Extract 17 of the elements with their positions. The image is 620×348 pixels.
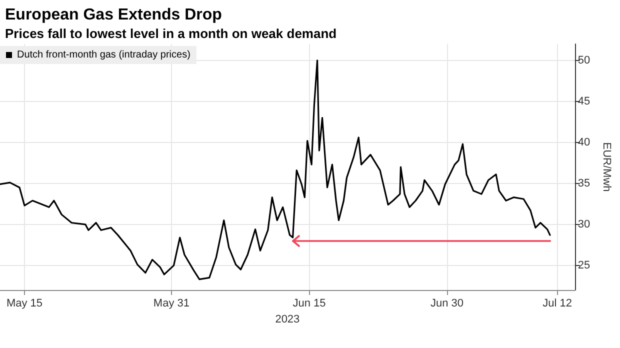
y-tick-label: 40 <box>578 136 590 148</box>
y-tick-label: 35 <box>578 177 590 190</box>
x-tick-label: Jul 12 <box>542 298 572 310</box>
x-tick-label: Jun 15 <box>292 298 326 310</box>
y-axis-title: EUR/Mwh <box>600 142 612 192</box>
x-tick-label: May 31 <box>153 298 190 310</box>
y-tick-label: 25 <box>578 259 590 272</box>
y-tick-label: 30 <box>578 218 590 230</box>
line-series <box>0 60 551 280</box>
chart-subtitle: Prices fall to lowest level in a month on weak demand <box>5 26 337 41</box>
x-axis-title: 2023 <box>275 314 300 326</box>
chart-title: European Gas Extends Drop <box>5 6 222 24</box>
y-tick-label: 45 <box>578 95 590 108</box>
legend-label: Dutch front-month gas (intraday prices) <box>17 50 190 60</box>
x-tick-label: May 15 <box>6 298 43 310</box>
x-tick-label: Jun 30 <box>430 298 464 310</box>
y-tick-label: 50 <box>578 54 590 66</box>
